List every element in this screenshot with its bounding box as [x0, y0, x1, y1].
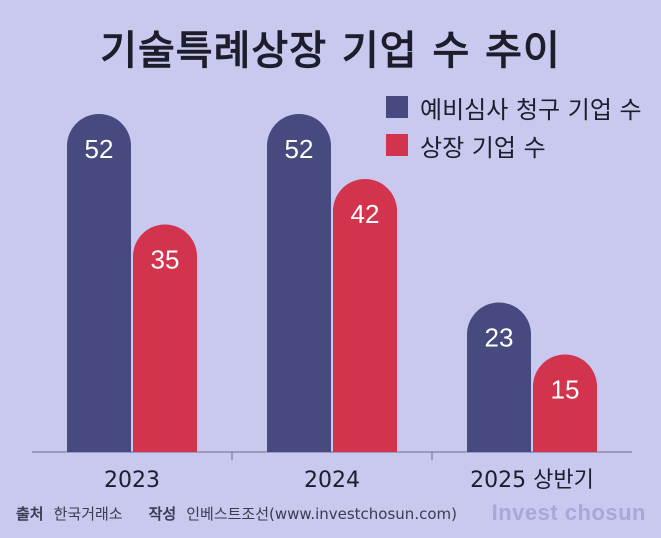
legend-item-requests: 예비심사 청구 기업 수	[386, 88, 642, 126]
x-tick-label: 2025 상반기	[470, 468, 594, 493]
bar-value-label: 23	[485, 323, 514, 353]
bar	[267, 114, 331, 452]
bar-value-label: 35	[151, 245, 180, 275]
bar	[67, 114, 131, 452]
legend-swatch-requests	[386, 96, 408, 118]
author-key: 작성	[148, 504, 177, 523]
legend-label-listings: 상장 기업 수	[420, 133, 546, 162]
footer: 출처 한국거래소 작성 인베스트조선(www.investchosun.com)…	[16, 500, 646, 526]
legend-swatch-listings	[386, 134, 408, 156]
brand-logo: Invest chosun	[491, 500, 646, 525]
legend-label-requests: 예비심사 청구 기업 수	[420, 95, 642, 124]
legend: 예비심사 청구 기업 수 상장 기업 수	[386, 88, 642, 164]
source-key: 출처	[16, 504, 44, 523]
chart-title: 기술특례상장 기업 수 추이	[100, 28, 561, 74]
x-tick-label: 2023	[104, 468, 160, 493]
author-value: 인베스트조선(www.investchosun.com)	[186, 504, 457, 523]
bar	[533, 354, 597, 452]
bar-value-label: 42	[351, 199, 380, 229]
bar	[467, 302, 531, 452]
bar	[133, 224, 197, 452]
source-value: 한국거래소	[53, 504, 123, 523]
bar-value-label: 15	[551, 375, 580, 405]
legend-item-listings: 상장 기업 수	[386, 126, 642, 164]
bar-value-label: 52	[285, 134, 314, 164]
bar	[333, 179, 397, 452]
bar-value-label: 52	[85, 134, 114, 164]
x-tick-label: 2024	[304, 468, 360, 493]
